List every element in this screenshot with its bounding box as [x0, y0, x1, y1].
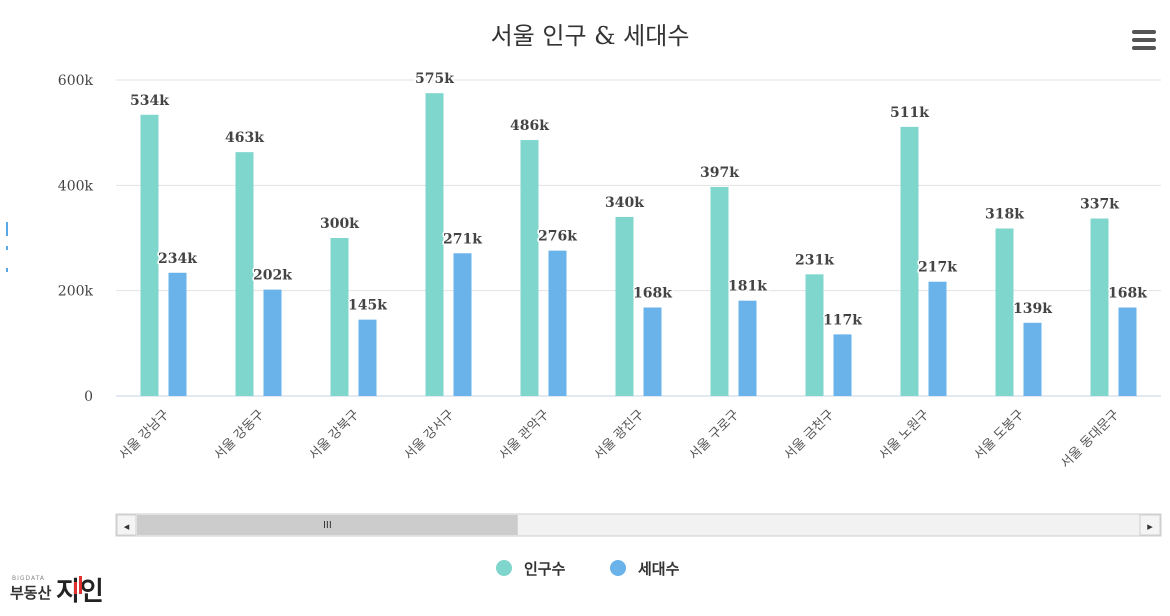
scroll-thumb[interactable]: III — [137, 515, 518, 535]
y-axis: 0 200k 400k 600k — [58, 73, 94, 405]
data-label: 397k — [700, 165, 739, 181]
data-label: 340k — [605, 195, 644, 211]
data-label: 276k — [538, 229, 577, 245]
data-label: 168k — [1108, 286, 1147, 302]
bar — [995, 228, 1014, 396]
gridlines — [116, 79, 1161, 397]
bar — [235, 152, 254, 396]
x-tick-label: 서울 구로구 — [687, 407, 743, 463]
x-tick-label: 서울 관악구 — [497, 407, 553, 463]
x-tick-label: 서울 강남구 — [117, 407, 173, 463]
data-label: 575k — [415, 71, 454, 87]
scroll-left-button[interactable]: ◂ — [116, 514, 137, 536]
data-label: 486k — [510, 118, 549, 134]
bar — [548, 250, 567, 396]
bar — [615, 216, 634, 396]
data-label: 318k — [985, 207, 1024, 223]
x-tick-label: 서울 강북구 — [307, 407, 363, 463]
legend-marker — [610, 560, 626, 576]
menu-button[interactable] — [1128, 26, 1160, 56]
data-label: 271k — [443, 231, 482, 247]
y-tick-label: 600k — [58, 73, 94, 89]
data-label: 217k — [918, 260, 957, 276]
y-tick-label: 200k — [58, 284, 94, 300]
bar — [1118, 307, 1137, 396]
legend-item-households[interactable]: 세대수 — [610, 560, 680, 578]
bar — [263, 289, 282, 396]
right-arrow-icon: ▸ — [1147, 520, 1153, 533]
hamburger-icon — [1132, 30, 1156, 50]
thumb-grip-icon: III — [323, 520, 332, 531]
data-labels: 534k 234k 463k 202k 300k 145k 575k 271k 486k 276k… — [129, 70, 1149, 330]
left-arrow-icon: ◂ — [124, 520, 130, 533]
y-tick-label: 0 — [84, 389, 93, 405]
brand-main-text: 부동산 — [10, 584, 52, 602]
data-label: 337k — [1080, 197, 1119, 213]
chart-title: 서울 인구 & 세대수 — [491, 22, 690, 50]
left-edge-marks — [6, 222, 8, 272]
bar — [168, 272, 187, 396]
bar — [520, 140, 539, 396]
x-tick-label: 서울 도봉구 — [972, 407, 1028, 463]
data-label: 168k — [633, 286, 672, 302]
x-tick-label: 서울 금천구 — [782, 407, 838, 463]
x-tick-label: 서울 동대문구 — [1058, 407, 1122, 471]
bars — [140, 93, 1137, 397]
data-label: 234k — [158, 251, 197, 267]
data-label: 202k — [253, 268, 292, 284]
x-tick-label: 서울 노원구 — [877, 407, 933, 463]
data-label: 300k — [320, 216, 359, 232]
bar — [453, 253, 472, 396]
legend-label: 인구수 — [524, 560, 566, 578]
bar — [805, 274, 824, 396]
data-label: 534k — [130, 93, 169, 109]
data-label: 181k — [728, 279, 767, 295]
legend: 인구수 세대수 — [496, 560, 680, 578]
bar — [1090, 218, 1109, 396]
brand-logo: BIGDATA 부동산 지인 — [10, 575, 104, 607]
bar — [425, 93, 444, 397]
bar — [140, 114, 159, 396]
y-tick-label: 400k — [58, 178, 94, 194]
legend-item-population[interactable]: 인구수 — [496, 560, 566, 578]
x-tick-label: 서울 광진구 — [592, 407, 648, 463]
bar — [710, 186, 729, 396]
bar — [928, 281, 947, 396]
brand-small-text: BIGDATA — [12, 575, 45, 582]
data-label: 145k — [348, 298, 387, 314]
bar — [330, 238, 349, 396]
bar — [900, 126, 919, 396]
data-label: 463k — [225, 130, 264, 146]
scroll-right-button[interactable]: ▸ — [1139, 514, 1161, 536]
bar — [1023, 322, 1042, 396]
data-label: 231k — [795, 252, 834, 268]
data-label: 117k — [823, 312, 862, 328]
bar — [643, 307, 662, 396]
x-axis: 서울 강남구 서울 강동구 서울 강북구 서울 강서구 서울 관악구 서울 광진구 서울 구… — [117, 407, 1123, 471]
bar — [738, 300, 757, 396]
bar — [833, 334, 852, 396]
legend-label: 세대수 — [638, 560, 680, 578]
bar — [358, 319, 377, 396]
x-tick-label: 서울 강동구 — [212, 407, 268, 463]
legend-marker — [496, 560, 512, 576]
horizontal-scrollbar[interactable]: ◂ III ▸ — [115, 513, 1162, 537]
data-label: 511k — [890, 105, 929, 121]
x-tick-label: 서울 강서구 — [402, 407, 458, 463]
data-label: 139k — [1013, 301, 1052, 317]
